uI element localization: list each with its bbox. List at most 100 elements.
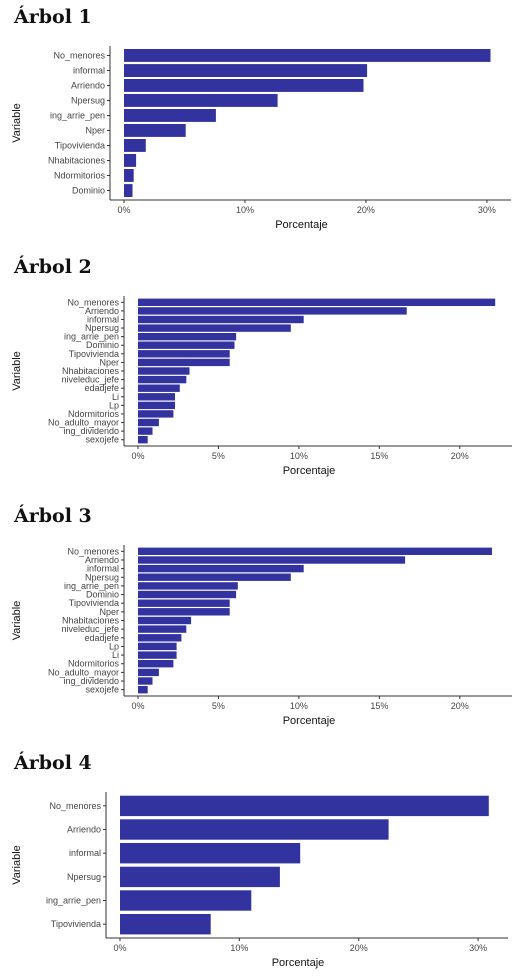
y-tick-label: Nper [85, 126, 105, 136]
y-tick-label: informal [73, 66, 105, 76]
bar-chart-arbol-3: No_menoresArriendoinformalNpersuging_arr… [11, 545, 512, 727]
y-tick-label: edadjefe [84, 383, 119, 393]
y-tick-label: No_adulto_mayor [48, 418, 119, 428]
x-tick-label: 5% [212, 451, 225, 461]
y-tick-label: Npersug [85, 323, 119, 333]
y-tick-label: Tipovivienda [51, 919, 101, 929]
bar [138, 410, 174, 418]
bar [138, 393, 175, 401]
y-tick-label: No_adulto_mayor [48, 667, 119, 677]
x-tick-label: 10% [230, 943, 248, 953]
y-tick-label: informal [87, 564, 119, 574]
y-tick-label: Nper [99, 357, 119, 367]
x-tick-label: 30% [478, 205, 496, 215]
x-tick-label: 0% [131, 451, 144, 461]
y-tick-label: Lp [109, 641, 119, 651]
y-tick-label: Tipovivienda [69, 349, 119, 359]
bar [138, 573, 291, 581]
y-tick-label: ing_dividendo [63, 426, 119, 436]
y-tick-label: niveleduc_jefe [61, 624, 119, 634]
bar [120, 843, 301, 864]
y-tick-label: No_menores [67, 297, 119, 307]
chart-title-arbol-1: Árbol 1 [14, 6, 92, 28]
y-tick-label: ing_arrie_pen [64, 332, 119, 342]
bar [138, 660, 174, 668]
y-tick-label: Dominio [72, 186, 105, 196]
bar [138, 625, 187, 633]
bar-chart-arbol-4: No_menores Arriendo informal Npersug ing_arr… [11, 792, 508, 969]
bar [138, 358, 230, 367]
y-tick-label: sexojefe [85, 435, 119, 445]
x-axis-title: Porcentaje [283, 715, 336, 727]
bar [138, 350, 230, 358]
x-tick-label: 20% [451, 451, 469, 461]
y-tick-label: Npersug [85, 572, 119, 582]
y-axis-title: Variable [11, 601, 23, 641]
y-tick-label: Arriendo [85, 555, 119, 565]
bar [120, 819, 389, 840]
bar [138, 616, 192, 625]
x-tick-label: 10% [290, 451, 308, 461]
y-tick-label: ing_arrie_pen [50, 111, 105, 121]
x-tick-label: 0% [113, 943, 126, 953]
x-tick-label: 20% [350, 943, 368, 953]
bar [138, 315, 304, 324]
y-tick-label: Npersug [67, 872, 101, 882]
x-axis-title: Porcentaje [272, 957, 325, 969]
bar [138, 367, 190, 375]
y-axis-title: Variable [11, 845, 23, 885]
x-tick-label: 0% [131, 701, 144, 711]
x-tick-label: 30% [469, 943, 487, 953]
y-tick-label: Nhabitaciones [62, 366, 120, 376]
y-tick-label: No_menores [53, 51, 105, 61]
bar [138, 418, 159, 427]
y-tick-label: Npersug [71, 96, 105, 106]
bar [138, 556, 406, 564]
chart-title-arbol-3: Árbol 3 [14, 505, 92, 527]
y-tick-label: Ndormitorios [68, 409, 120, 419]
x-tick-label: 15% [370, 451, 388, 461]
bar [138, 651, 177, 659]
x-tick-label: 20% [451, 701, 469, 711]
y-tick-label: Nper [99, 607, 119, 617]
bar [138, 333, 237, 341]
chart-title-arbol-2: Árbol 2 [14, 256, 92, 278]
bar [138, 324, 291, 332]
bar [124, 94, 278, 107]
bar [138, 668, 159, 677]
bar [138, 384, 180, 392]
bar [138, 436, 148, 444]
bar [124, 139, 146, 152]
bar [138, 401, 175, 410]
x-tick-label: 15% [370, 701, 388, 711]
bar [138, 564, 304, 573]
x-tick-label: 5% [212, 701, 225, 711]
y-tick-label: Nhabitaciones [62, 616, 120, 626]
y-tick-label: Ndormitorios [68, 659, 120, 669]
y-tick-label: ing_dividendo [63, 676, 119, 686]
y-tick-label: Tipovivienda [55, 141, 105, 151]
bar-chart-arbol-2: No_menoresArriendoinformalNpersuging_arr… [11, 296, 512, 477]
y-tick-label: No_menores [49, 801, 101, 811]
bar [120, 914, 211, 935]
y-tick-label: Arriendo [71, 81, 105, 91]
chart-title-arbol-4: Árbol 4 [14, 752, 92, 774]
y-tick-label: sexojefe [85, 685, 119, 695]
y-tick-label: ing_arrie_pen [46, 896, 101, 906]
bar [124, 124, 186, 137]
x-axis-title: Porcentaje [275, 219, 328, 231]
bar [120, 866, 280, 888]
bar [120, 890, 252, 911]
bar [124, 154, 137, 167]
bar [120, 795, 489, 817]
y-tick-label: Ndormitorios [54, 171, 106, 181]
y-tick-label: informal [87, 314, 119, 324]
bar [138, 298, 496, 306]
x-tick-label: 20% [357, 205, 375, 215]
y-tick-label: niveleduc_jefe [61, 375, 119, 385]
bar [138, 599, 230, 607]
y-tick-label: Arriendo [85, 306, 119, 316]
bar [124, 79, 364, 92]
bar [124, 184, 133, 197]
bar [124, 64, 368, 77]
